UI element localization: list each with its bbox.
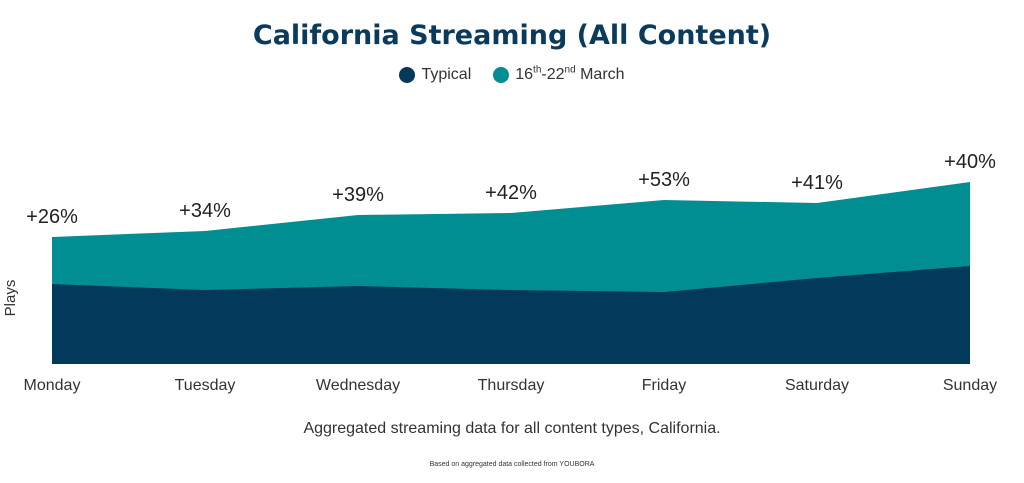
data-label: +53% <box>638 169 690 191</box>
area-series-typical <box>52 266 970 364</box>
chart-caption: Aggregated streaming data for all conten… <box>303 420 721 437</box>
legend-swatch-march <box>493 67 510 83</box>
legend-label-march: 16th-22nd March <box>515 64 625 83</box>
chart-title: California Streaming (All Content) <box>252 20 772 51</box>
x-tick-label: Friday <box>642 377 686 394</box>
legend-item-typical: Typical <box>399 66 471 84</box>
legend-item-march: 16th-22nd March <box>493 64 625 84</box>
data-label: +34% <box>179 200 231 222</box>
y-axis-label: Plays <box>2 280 19 317</box>
data-label: +39% <box>332 184 384 206</box>
x-tick-label: Tuesday <box>175 377 236 394</box>
x-tick-label: Monday <box>24 377 81 394</box>
chart-legend: Typical 16th-22nd March <box>0 64 1024 84</box>
data-label: +40% <box>944 151 996 173</box>
x-tick-label: Sunday <box>943 377 997 394</box>
data-label: +41% <box>791 172 843 194</box>
legend-swatch-typical <box>399 67 416 83</box>
x-tick-label: Thursday <box>478 377 545 394</box>
source-note: Based on aggregated data collected from … <box>429 461 595 468</box>
legend-label-typical: Typical <box>421 66 472 83</box>
x-tick-label: Saturday <box>785 377 849 394</box>
data-label: +42% <box>485 182 537 204</box>
x-tick-label: Wednesday <box>316 377 400 394</box>
data-label: +26% <box>26 206 78 228</box>
